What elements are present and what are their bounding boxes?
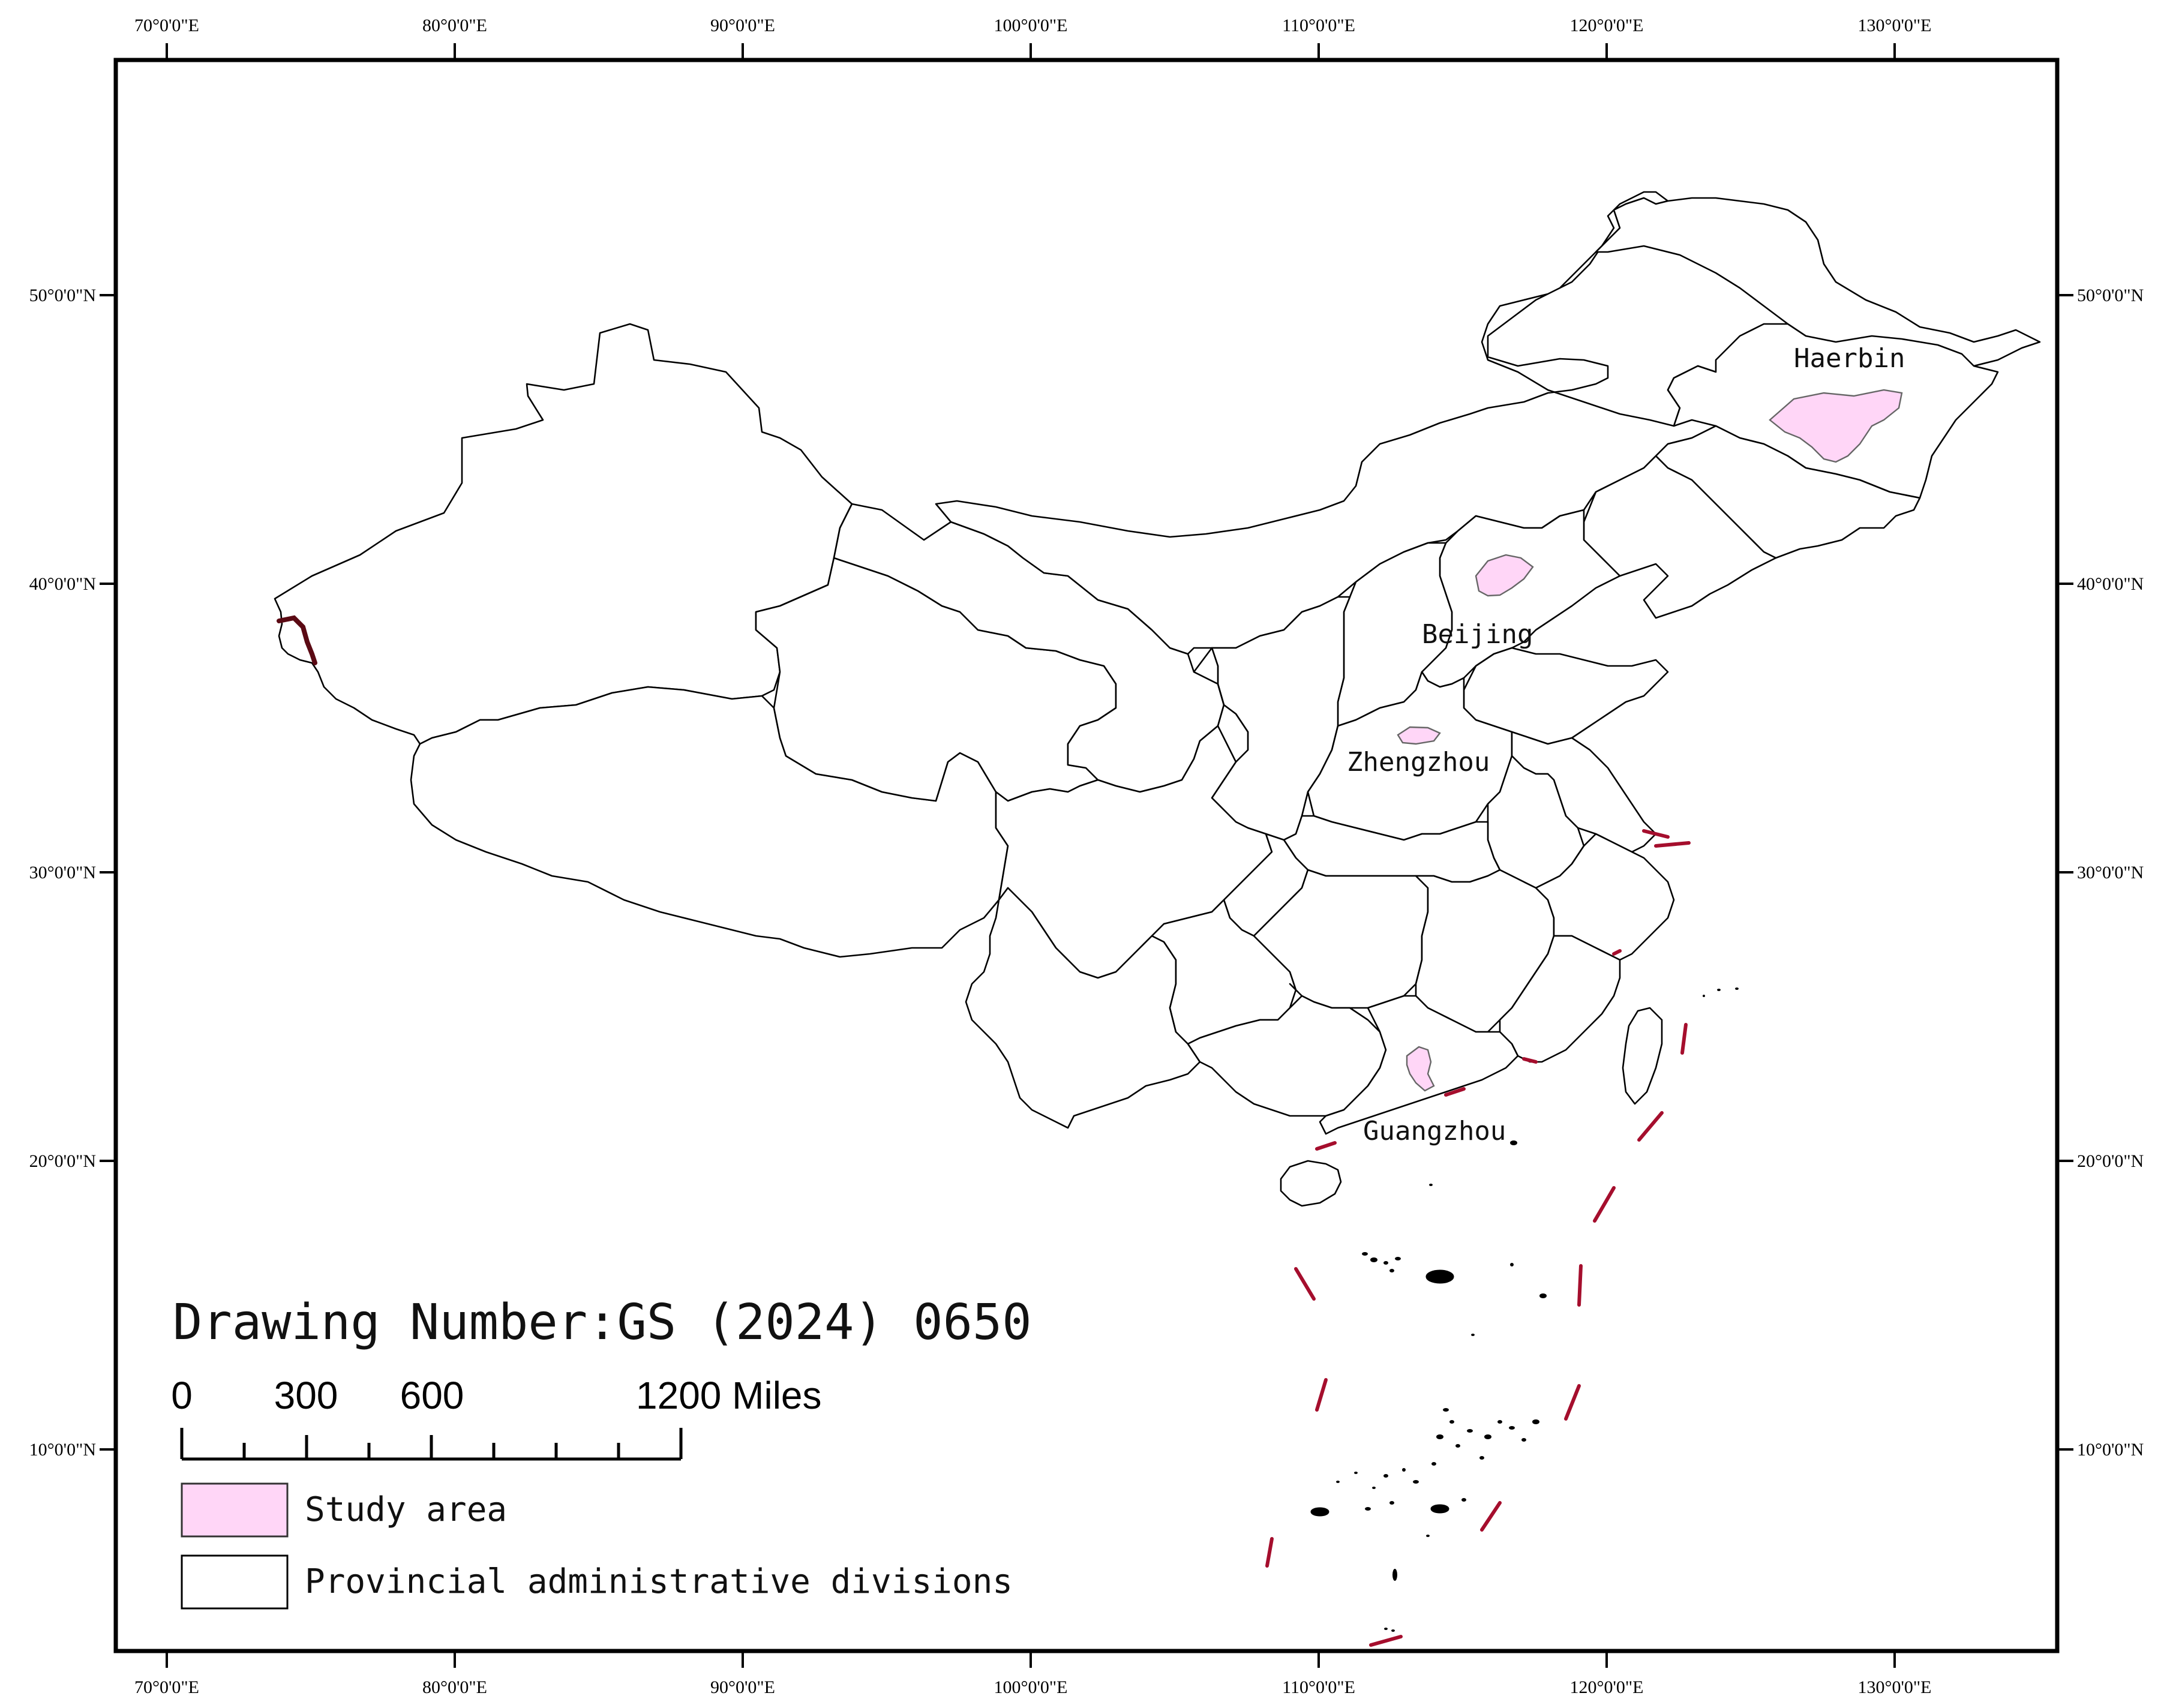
lat-label-40-left: 40°0'0"N bbox=[29, 574, 96, 594]
lon-label-80-top: 80°0'0"E bbox=[422, 16, 487, 35]
western-border-highlight bbox=[277, 615, 317, 665]
study-areas bbox=[1397, 389, 1903, 1092]
lon-label-70-top: 70°0'0"E bbox=[134, 16, 199, 35]
drawing-number: Drawing Number:GS (2024) 0650 bbox=[173, 1294, 1032, 1351]
lon-label-100-top: 100°0'0"E bbox=[994, 16, 1068, 35]
lat-label-20-left: 20°0'0"N bbox=[29, 1151, 96, 1171]
south-china-sea-islands bbox=[1310, 987, 1739, 1632]
scale-label-300: 300 bbox=[274, 1374, 338, 1417]
nine-dash-line bbox=[1265, 1023, 1688, 1647]
lon-label-130-top: 130°0'0"E bbox=[1858, 16, 1932, 35]
coastal-boundary-segments bbox=[1315, 829, 1691, 1151]
study-area-zhengzhou bbox=[1397, 726, 1441, 745]
lat-label-50-right: 50°0'0"N bbox=[2077, 286, 2144, 305]
bottom-longitude-labels: 70°0'0"E 80°0'0"E 90°0'0"E 100°0'0"E 110… bbox=[134, 1677, 1931, 1697]
province-taiwan bbox=[1622, 1007, 1663, 1105]
city-label-beijing: Beijing bbox=[1422, 619, 1533, 650]
bottom-longitude-ticks bbox=[166, 1651, 1896, 1668]
right-latitude-labels: 50°0'0"N 40°0'0"N 30°0'0"N 20°0'0"N 10°0… bbox=[2077, 286, 2144, 1460]
top-longitude-ticks bbox=[166, 43, 1896, 60]
legend-swatch-study-area bbox=[181, 1482, 289, 1538]
study-area-beijing bbox=[1475, 554, 1534, 597]
scale-bar: 0 300 600 1200 Miles bbox=[171, 1374, 822, 1461]
lon-label-130-bottom: 130°0'0"E bbox=[1858, 1677, 1932, 1697]
lon-label-90-top: 90°0'0"E bbox=[710, 16, 775, 35]
city-label-zhengzhou: Zhengzhou bbox=[1347, 747, 1490, 778]
legend-swatch-provincial bbox=[181, 1554, 289, 1610]
province-ningxia bbox=[1193, 647, 1249, 763]
lon-label-110-top: 110°0'0"E bbox=[1282, 16, 1355, 35]
city-label-haerbin: Haerbin bbox=[1794, 343, 1905, 374]
legend-label-provincial: Provincial administrative divisions bbox=[305, 1562, 1013, 1601]
lat-label-20-right: 20°0'0"N bbox=[2077, 1151, 2144, 1171]
lat-label-50-left: 50°0'0"N bbox=[29, 286, 96, 305]
lat-label-10-right: 10°0'0"N bbox=[2077, 1440, 2144, 1460]
lat-label-10-left: 10°0'0"N bbox=[29, 1440, 96, 1460]
lon-label-120-bottom: 120°0'0"E bbox=[1570, 1677, 1644, 1697]
lon-label-120-top: 120°0'0"E bbox=[1570, 16, 1644, 35]
province-boundaries bbox=[274, 191, 2041, 1207]
lon-label-90-bottom: 90°0'0"E bbox=[710, 1677, 775, 1697]
latitude-ticks bbox=[100, 294, 2073, 1451]
top-longitude-labels: 70°0'0"E 80°0'0"E 90°0'0"E 100°0'0"E 110… bbox=[134, 16, 1931, 35]
city-labels: Haerbin Beijing Zhengzhou Guangzhou bbox=[1347, 343, 1905, 1146]
province-heilongjiang bbox=[1595, 197, 2041, 499]
province-yunnan bbox=[965, 887, 1201, 1129]
lon-label-70-bottom: 70°0'0"E bbox=[134, 1677, 199, 1697]
lon-label-100-bottom: 100°0'0"E bbox=[994, 1677, 1068, 1697]
lat-label-30-right: 30°0'0"N bbox=[2077, 863, 2144, 882]
city-label-guangzhou: Guangzhou bbox=[1363, 1116, 1506, 1146]
scale-label-0: 0 bbox=[171, 1374, 193, 1417]
lat-label-40-right: 40°0'0"N bbox=[2077, 574, 2144, 594]
lat-label-30-left: 30°0'0"N bbox=[29, 863, 96, 882]
province-hainan bbox=[1280, 1160, 1342, 1207]
legend: Study area Provincial administrative div… bbox=[181, 1482, 1013, 1610]
legend-label-study-area: Study area bbox=[305, 1490, 507, 1529]
left-latitude-labels: 50°0'0"N 40°0'0"N 30°0'0"N 20°0'0"N 10°0… bbox=[29, 286, 96, 1460]
scale-label-600: 600 bbox=[400, 1374, 464, 1417]
scale-label-1200: 1200 Miles bbox=[636, 1374, 822, 1417]
study-area-haerbin bbox=[1769, 389, 1903, 463]
lon-label-80-bottom: 80°0'0"E bbox=[422, 1677, 487, 1697]
province-fujian bbox=[1499, 935, 1621, 1063]
lon-label-110-bottom: 110°0'0"E bbox=[1282, 1677, 1355, 1697]
study-area-guangzhou bbox=[1406, 1046, 1435, 1092]
